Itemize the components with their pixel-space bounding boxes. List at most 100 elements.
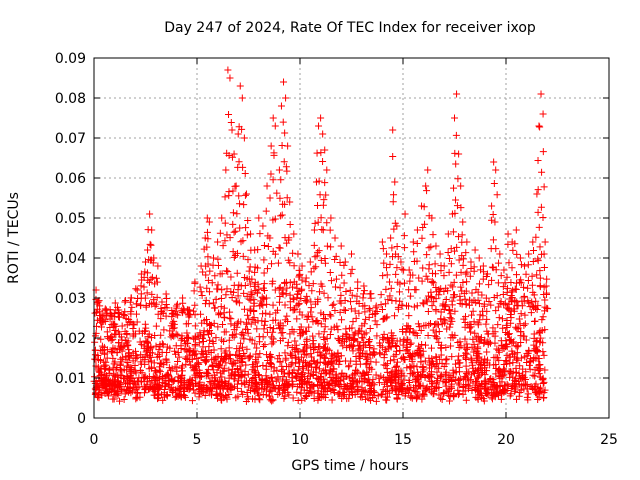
data-point bbox=[457, 268, 465, 276]
data-point bbox=[507, 292, 515, 300]
data-point bbox=[446, 397, 453, 405]
data-point bbox=[346, 380, 354, 388]
data-point bbox=[521, 311, 529, 319]
data-point bbox=[140, 389, 148, 397]
data-point bbox=[483, 367, 491, 375]
data-point bbox=[507, 336, 515, 344]
data-point bbox=[303, 296, 311, 304]
data-point bbox=[471, 246, 479, 254]
data-point bbox=[195, 393, 203, 401]
data-point bbox=[319, 226, 327, 234]
data-point bbox=[191, 362, 199, 370]
data-point bbox=[174, 392, 182, 400]
data-point bbox=[430, 279, 438, 287]
data-point bbox=[226, 314, 234, 322]
data-point bbox=[332, 275, 340, 283]
data-point bbox=[407, 393, 415, 401]
data-point bbox=[467, 354, 475, 362]
data-point bbox=[228, 359, 236, 367]
data-point bbox=[250, 387, 258, 395]
data-point bbox=[432, 283, 440, 291]
data-point bbox=[352, 357, 360, 365]
data-point bbox=[429, 326, 437, 334]
data-point bbox=[171, 347, 179, 355]
data-point bbox=[310, 226, 318, 234]
data-point bbox=[360, 290, 368, 298]
data-point bbox=[310, 241, 318, 249]
data-point bbox=[503, 317, 511, 325]
data-point bbox=[291, 337, 299, 345]
data-point bbox=[343, 382, 351, 390]
data-point bbox=[132, 355, 140, 363]
data-point bbox=[137, 351, 145, 359]
data-point bbox=[317, 114, 325, 122]
data-point bbox=[160, 361, 168, 369]
data-point bbox=[327, 354, 335, 362]
data-point bbox=[388, 244, 396, 252]
data-point bbox=[376, 339, 384, 347]
data-point bbox=[514, 324, 522, 332]
data-point bbox=[274, 375, 282, 383]
data-point bbox=[185, 345, 193, 353]
data-point bbox=[505, 330, 513, 338]
data-point bbox=[483, 348, 491, 356]
data-point bbox=[106, 315, 114, 323]
data-point bbox=[163, 349, 171, 357]
data-point bbox=[352, 314, 360, 322]
data-point bbox=[212, 295, 220, 303]
data-point bbox=[503, 273, 511, 281]
data-point bbox=[307, 353, 315, 361]
data-point bbox=[165, 377, 173, 385]
data-point bbox=[181, 340, 189, 348]
data-point bbox=[424, 331, 432, 339]
data-point bbox=[247, 307, 255, 315]
data-point bbox=[279, 328, 287, 336]
data-point bbox=[117, 358, 125, 366]
data-point bbox=[118, 322, 126, 330]
data-point bbox=[341, 306, 349, 314]
data-point bbox=[259, 301, 267, 309]
data-point bbox=[205, 343, 213, 351]
data-point bbox=[515, 369, 523, 377]
data-point bbox=[437, 394, 445, 402]
data-point bbox=[348, 391, 356, 399]
data-point bbox=[327, 214, 335, 222]
data-point bbox=[451, 114, 458, 122]
data-point bbox=[471, 329, 479, 337]
data-point bbox=[301, 350, 309, 358]
data-point bbox=[305, 323, 313, 331]
data-point bbox=[242, 377, 250, 385]
data-point bbox=[419, 224, 427, 231]
data-point bbox=[539, 380, 547, 388]
data-point bbox=[91, 385, 99, 393]
data-point bbox=[117, 379, 125, 387]
data-point bbox=[488, 393, 496, 401]
data-point bbox=[459, 218, 467, 226]
data-point bbox=[119, 311, 127, 319]
data-point bbox=[452, 131, 460, 139]
data-point bbox=[208, 362, 216, 370]
data-point bbox=[281, 129, 289, 137]
data-point bbox=[286, 330, 294, 338]
data-point bbox=[475, 365, 483, 373]
data-point bbox=[258, 293, 266, 301]
data-point bbox=[251, 340, 259, 348]
data-point bbox=[152, 300, 160, 308]
data-point bbox=[177, 345, 185, 352]
data-point bbox=[506, 392, 514, 400]
data-point bbox=[101, 376, 109, 384]
data-point bbox=[347, 298, 355, 306]
data-point bbox=[232, 182, 240, 190]
data-point bbox=[305, 282, 313, 290]
data-point bbox=[191, 335, 199, 343]
data-point bbox=[302, 278, 310, 286]
data-point bbox=[314, 381, 322, 389]
data-point bbox=[450, 293, 458, 301]
data-point bbox=[281, 349, 289, 357]
data-point bbox=[443, 376, 451, 384]
data-point bbox=[322, 350, 330, 358]
data-point bbox=[504, 230, 512, 238]
data-point bbox=[327, 277, 335, 285]
data-point bbox=[388, 377, 396, 385]
data-point bbox=[286, 304, 294, 312]
